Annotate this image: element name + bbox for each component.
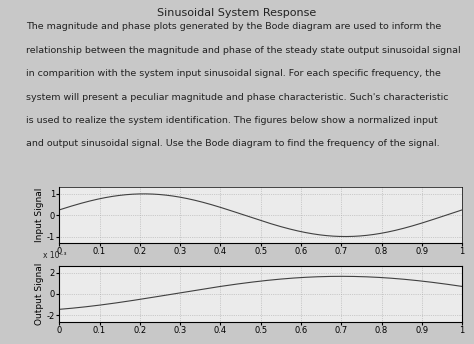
Text: relationship between the magnitude and phase of the steady state output sinusoid: relationship between the magnitude and p… xyxy=(26,46,461,55)
Text: The magnitude and phase plots generated by the Bode diagram are used to inform t: The magnitude and phase plots generated … xyxy=(26,22,441,31)
Y-axis label: Output Signal: Output Signal xyxy=(35,263,44,325)
Text: system will present a peculiar magnitude and phase characteristic. Such's charac: system will present a peculiar magnitude… xyxy=(26,93,448,101)
Text: x 10⁻³: x 10⁻³ xyxy=(43,251,67,260)
Text: and output sinusoidal signal. Use the Bode diagram to find the frequency of the : and output sinusoidal signal. Use the Bo… xyxy=(26,139,440,148)
Text: Sinusoidal System Response: Sinusoidal System Response xyxy=(157,8,317,18)
Text: is used to realize the system identification. The figures below show a normalize: is used to realize the system identifica… xyxy=(26,116,438,125)
Y-axis label: Input Signal: Input Signal xyxy=(35,188,44,243)
Text: in comparition with the system input sinusoidal signal. For each specific freque: in comparition with the system input sin… xyxy=(26,69,441,78)
